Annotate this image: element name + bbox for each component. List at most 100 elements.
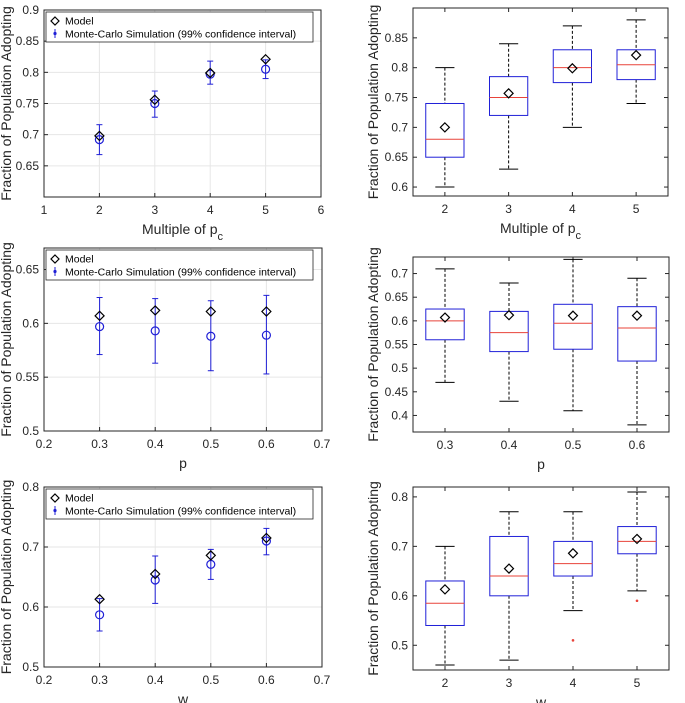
y-tick-label: 0.7 (391, 120, 408, 134)
plot-frame (412, 256, 670, 433)
chart-p2: 2 3 4 5 0.6 0.65 0.7 0.75 0.8 0.85 Multiple of pc F… (365, 5, 669, 242)
x-tick-label: 0.5 (565, 438, 582, 452)
x-tick-label: 0.3 (437, 438, 454, 452)
model-point (205, 550, 217, 561)
model-point (567, 310, 579, 321)
x-axis-label: Multiple of pc (142, 221, 223, 243)
y-tick-label: 0.65 (385, 150, 409, 164)
x-tick-label: 3 (506, 676, 513, 690)
y-tick-label: 0.6 (391, 589, 408, 603)
model-point (439, 122, 451, 133)
y-tick-label: 0.85 (385, 31, 409, 45)
model-point (261, 306, 272, 317)
x-tick-label: 0.4 (147, 437, 164, 451)
legend-box (45, 11, 314, 43)
y-tick-label: 0.5 (391, 638, 408, 652)
y-tick-label: 0.6 (22, 316, 39, 330)
mc-mean-point (261, 536, 271, 546)
box-iqr (425, 308, 465, 341)
y-tick-label: 0.4 (391, 408, 408, 422)
chart-p6: 2 3 4 5 0.5 0.6 0.7 0.8 w Fraction of Population … (365, 481, 670, 703)
legend-mc-marker (53, 508, 57, 513)
x-tick-label: 6 (318, 203, 325, 217)
chart-p3: 0.2 0.3 0.4 0.5 0.6 0.7 0.5 0.55 0.6 0.65 p Fractio… (0, 242, 331, 471)
x-tick-label: 5 (633, 202, 640, 216)
x-tick-label: 0.2 (36, 437, 53, 451)
model-point (94, 130, 105, 142)
y-tick-label: 0.75 (16, 97, 40, 111)
box-iqr (425, 102, 465, 158)
model-point (567, 547, 579, 559)
plot-frame (43, 247, 323, 432)
x-tick-label: 2 (442, 202, 449, 216)
x-tick-label: 4 (569, 202, 576, 216)
mc-mean-point (94, 135, 105, 145)
x-tick-label: 0.7 (314, 673, 331, 687)
legend-mc-label: Monte-Carlo Simulation (99% confidence i… (65, 506, 296, 518)
x-tick-label: 0.6 (629, 438, 646, 452)
box-iqr (617, 526, 657, 555)
legend-model-marker (50, 254, 60, 264)
y-tick-label: 0.8 (391, 61, 408, 75)
model-point (94, 310, 105, 322)
x-axis-label: w (535, 694, 547, 703)
legend-mc-label: Monte-Carlo Simulation (99% confidence i… (65, 29, 296, 41)
legend-model-marker (50, 493, 60, 503)
chart-p4: 0.3 0.4 0.5 0.6 0.4 0.45 0.5 0.55 0.6 0.65 0.7 p Fra… (365, 247, 670, 472)
x-axis-label-subscript: c (575, 230, 581, 242)
mc-mean-point (261, 330, 271, 340)
legend-model-label: Model (65, 16, 94, 28)
mc-mean-point (94, 610, 105, 620)
model-point (631, 533, 643, 545)
x-tick-label: 1 (41, 203, 48, 217)
mc-mean-point (94, 321, 105, 332)
y-tick-label: 0.65 (385, 290, 409, 304)
mc-mean-point (206, 331, 216, 341)
y-tick-label: 0.5 (22, 660, 39, 674)
model-point (205, 306, 217, 317)
legend-box (45, 249, 314, 281)
y-tick-label: 0.55 (385, 338, 409, 352)
mc-mean-point (150, 575, 160, 585)
box-iqr (552, 49, 592, 84)
box-iqr (489, 535, 529, 597)
x-tick-label: 2 (442, 676, 449, 690)
legend-box (45, 488, 314, 520)
model-point (149, 568, 161, 580)
y-tick-label: 0.7 (22, 540, 39, 554)
y-tick-label: 0.6 (391, 314, 408, 328)
y-tick-label: 0.9 (22, 3, 39, 17)
x-tick-label: 3 (151, 203, 158, 217)
y-tick-label: 0.8 (22, 480, 39, 494)
y-axis-label: Fraction of Population Adopting (365, 5, 381, 200)
legend-mc-label: Monte-Carlo Simulation (99% confidence i… (65, 267, 296, 279)
box-outlier (635, 599, 639, 603)
plot-frame (43, 486, 323, 668)
plot-frame (412, 486, 670, 671)
chart-p5: 0.2 0.3 0.4 0.5 0.6 0.7 0.5 0.6 0.7 0.8 w Fraction … (0, 480, 331, 703)
x-axis-label: p (179, 455, 187, 471)
x-tick-label: 0.5 (202, 437, 219, 451)
x-tick-label: 3 (505, 202, 512, 216)
model-point (503, 87, 514, 99)
x-tick-label: 0.4 (147, 673, 164, 687)
model-point (261, 532, 272, 544)
legend-model-label: Model (65, 254, 94, 266)
y-tick-label: 0.5 (391, 361, 408, 375)
y-axis-label: Fraction of Population Adopting (365, 247, 381, 442)
y-tick-label: 0.7 (22, 128, 39, 142)
model-point (149, 305, 161, 316)
y-tick-label: 0.65 (16, 263, 40, 277)
x-tick-label: 2 (96, 203, 103, 217)
y-tick-label: 0.7 (391, 267, 408, 281)
x-tick-label: 0.3 (91, 437, 108, 451)
x-tick-label: 0.2 (36, 673, 53, 687)
x-tick-label: 4 (207, 203, 214, 217)
y-axis-label: Fraction of Population Adopting (0, 242, 14, 437)
y-tick-label: 0.85 (16, 34, 40, 48)
x-tick-label: 0.5 (202, 673, 219, 687)
model-point (260, 53, 271, 65)
y-tick-label: 0.5 (22, 424, 39, 438)
